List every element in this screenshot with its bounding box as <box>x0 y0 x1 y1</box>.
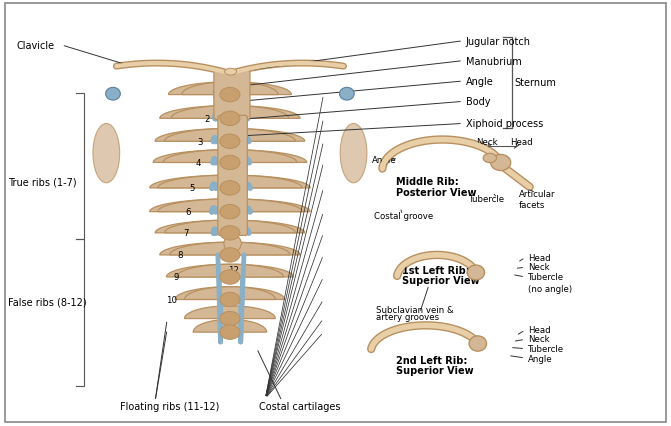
Text: 8: 8 <box>178 251 183 260</box>
Ellipse shape <box>483 154 497 163</box>
Ellipse shape <box>340 124 367 183</box>
Text: Subclavian vein &: Subclavian vein & <box>376 305 453 314</box>
Text: Head: Head <box>528 325 551 334</box>
Text: Middle Rib:: Middle Rib: <box>396 177 458 187</box>
Polygon shape <box>171 106 289 119</box>
Ellipse shape <box>93 124 119 183</box>
Ellipse shape <box>220 88 240 103</box>
Ellipse shape <box>220 156 240 170</box>
Polygon shape <box>155 129 305 142</box>
Text: Articular: Articular <box>519 190 555 199</box>
Polygon shape <box>182 83 278 95</box>
Polygon shape <box>160 243 300 255</box>
Text: Tubercle: Tubercle <box>528 344 564 353</box>
Polygon shape <box>176 265 283 277</box>
FancyBboxPatch shape <box>218 116 248 236</box>
Ellipse shape <box>220 293 240 307</box>
FancyBboxPatch shape <box>5 3 666 423</box>
Text: 1: 1 <box>211 91 217 100</box>
Text: 10: 10 <box>166 295 177 304</box>
Ellipse shape <box>220 112 240 126</box>
Text: 5: 5 <box>189 184 195 193</box>
Text: Head: Head <box>528 253 551 262</box>
Polygon shape <box>164 221 295 233</box>
Text: 9: 9 <box>173 273 178 282</box>
Text: 7: 7 <box>183 229 189 238</box>
FancyBboxPatch shape <box>214 71 250 120</box>
Ellipse shape <box>224 236 242 252</box>
Polygon shape <box>170 243 290 255</box>
Text: 1st Left Rib:: 1st Left Rib: <box>403 265 470 275</box>
Ellipse shape <box>105 88 120 101</box>
Text: 12: 12 <box>228 266 240 275</box>
Ellipse shape <box>220 248 240 262</box>
Polygon shape <box>164 129 295 142</box>
Text: Neck: Neck <box>528 263 550 272</box>
Text: Angle: Angle <box>528 354 553 363</box>
Text: Costal cartilages: Costal cartilages <box>258 401 340 411</box>
Text: 6: 6 <box>186 207 191 217</box>
Polygon shape <box>193 320 266 332</box>
Polygon shape <box>185 306 275 319</box>
Text: Tubercle: Tubercle <box>469 195 505 204</box>
Ellipse shape <box>225 69 237 76</box>
Ellipse shape <box>340 88 354 101</box>
Text: 4: 4 <box>196 158 201 167</box>
Text: False ribs (8-12): False ribs (8-12) <box>8 297 87 307</box>
Ellipse shape <box>491 155 511 171</box>
Polygon shape <box>168 83 291 95</box>
Text: Jugular notch: Jugular notch <box>466 37 531 46</box>
Polygon shape <box>166 265 293 277</box>
Text: Body: Body <box>466 97 491 107</box>
Text: Costal groove: Costal groove <box>374 212 433 221</box>
Text: Floating ribs (11-12): Floating ribs (11-12) <box>120 401 219 411</box>
Text: Clavicle: Clavicle <box>16 41 54 51</box>
Ellipse shape <box>220 181 240 196</box>
Ellipse shape <box>467 265 484 280</box>
Polygon shape <box>163 150 297 163</box>
Text: artery grooves: artery grooves <box>376 312 439 321</box>
Polygon shape <box>158 199 302 212</box>
Text: 2nd Left Rib:: 2nd Left Rib: <box>396 355 467 365</box>
Polygon shape <box>185 287 275 300</box>
Polygon shape <box>150 176 310 188</box>
Ellipse shape <box>220 311 240 326</box>
Text: Tubercle: Tubercle <box>528 273 564 282</box>
Polygon shape <box>175 287 285 300</box>
Text: Superior View: Superior View <box>396 366 473 375</box>
Text: 11: 11 <box>226 227 238 236</box>
Polygon shape <box>155 221 305 233</box>
Text: Sternum: Sternum <box>515 78 556 88</box>
Text: Manubrium: Manubrium <box>466 57 521 66</box>
Text: Neck: Neck <box>476 138 497 147</box>
Text: Angle: Angle <box>372 155 397 164</box>
Text: Xiphoid process: Xiphoid process <box>466 119 543 129</box>
Text: Superior View: Superior View <box>403 276 480 286</box>
Polygon shape <box>160 106 300 119</box>
Ellipse shape <box>220 226 240 241</box>
Text: True ribs (1-7): True ribs (1-7) <box>8 178 76 187</box>
Ellipse shape <box>469 336 486 351</box>
Text: 2: 2 <box>205 115 210 124</box>
Ellipse shape <box>220 270 240 285</box>
Polygon shape <box>158 176 302 188</box>
Text: Head: Head <box>511 138 533 147</box>
Text: Neck: Neck <box>528 335 550 344</box>
Polygon shape <box>153 150 307 163</box>
Ellipse shape <box>220 205 240 219</box>
Text: 3: 3 <box>198 138 203 147</box>
Text: facets: facets <box>519 200 545 209</box>
Text: Posterior View: Posterior View <box>396 188 476 198</box>
Ellipse shape <box>220 135 240 149</box>
Polygon shape <box>150 199 310 212</box>
Text: Angle: Angle <box>466 77 494 87</box>
Text: (no angle): (no angle) <box>528 284 572 293</box>
Ellipse shape <box>220 325 240 340</box>
